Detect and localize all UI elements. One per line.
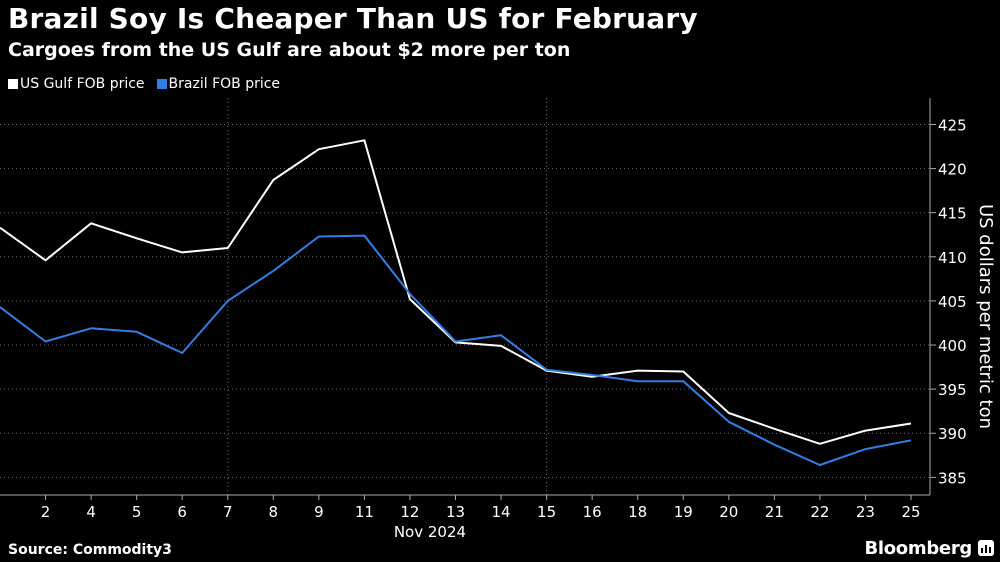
legend-label-us-gulf: US Gulf FOB price (20, 76, 145, 92)
x-tick-label: 8 (269, 503, 279, 521)
x-tick-label: 7 (223, 503, 233, 521)
chart-subtitle: Cargoes from the US Gulf are about $2 mo… (8, 39, 571, 61)
x-axis-month-label: Nov 2024 (394, 523, 466, 541)
x-tick-label: 9 (314, 503, 324, 521)
gridlines (0, 98, 930, 495)
x-tick-label: 14 (492, 503, 511, 521)
legend-swatch-us-gulf (8, 79, 18, 89)
x-tick-label: 13 (446, 503, 465, 521)
axes: 385 390 395 400 405 410 415 420 425 2 4 5 6 7 8 9 11 12 13… (0, 98, 996, 541)
y-tick-label: 425 (938, 116, 967, 134)
y-tick-label: 420 (938, 161, 967, 179)
x-tick-label: 21 (765, 503, 784, 521)
source-note: Source: Commodity3 (8, 542, 172, 558)
y-axis-label: US dollars per metric ton (975, 204, 996, 429)
chart-title: Brazil Soy Is Cheaper Than US for Februa… (8, 2, 698, 35)
x-tick-label: 5 (132, 503, 142, 521)
y-tick-label: 395 (938, 381, 967, 399)
x-tick-label: 25 (901, 503, 920, 521)
x-tick-label: 16 (583, 503, 602, 521)
y-tick-label: 400 (938, 337, 967, 355)
x-tick-label: 11 (355, 503, 374, 521)
legend-item-brazil: Brazil FOB price (156, 76, 281, 92)
x-tick-label: 19 (674, 503, 693, 521)
x-tick-label: 23 (856, 503, 875, 521)
y-tick-label: 415 (938, 205, 967, 223)
y-tick-label: 390 (938, 425, 967, 443)
series-line-brazil (0, 234, 912, 466)
x-tick-label: 2 (41, 503, 51, 521)
x-tick-label: 15 (537, 503, 556, 521)
x-tick-label: 12 (400, 503, 419, 521)
legend-swatch-brazil (156, 79, 167, 89)
series-line-us-gulf (0, 139, 912, 445)
x-tick-label: 18 (628, 503, 647, 521)
x-tick-label: 4 (86, 503, 96, 521)
x-tick-label: 22 (810, 503, 829, 521)
series-lines (0, 139, 912, 466)
legend-item-us-gulf: US Gulf FOB price (8, 76, 145, 92)
bloomberg-chart-icon (978, 540, 994, 556)
bloomberg-logo: Bloomberg (864, 538, 972, 559)
y-tick-label: 385 (938, 469, 967, 487)
y-tick-label: 410 (938, 249, 967, 267)
legend: US Gulf FOB price Brazil FOB price (8, 76, 280, 92)
y-tick-label: 405 (938, 293, 967, 311)
x-tick-label: 20 (719, 503, 738, 521)
legend-label-brazil: Brazil FOB price (168, 76, 281, 92)
x-tick-label: 6 (177, 503, 187, 521)
